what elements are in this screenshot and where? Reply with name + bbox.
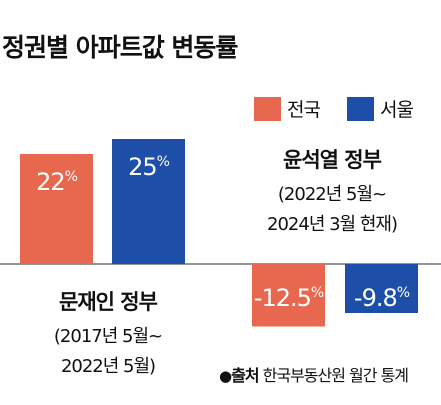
chart-title: 정권별 아파트값 변동률 [2,33,238,62]
data-label-national-yoon: -12.5% [254,284,324,312]
bar-seoul-moon [112,139,185,264]
source-label: 출처 [231,366,259,385]
data-label-seoul-moon: 25% [128,153,170,181]
group-period-moon-line2: 2022년 5월) [60,356,156,377]
source-bullet: ● [219,367,232,385]
legend-seoul: 서울 [347,95,414,122]
group-period-yoon-line1: (2022년 5월~ [277,184,387,205]
bar-national-yoon [252,264,325,327]
legend-swatch-seoul [347,96,374,121]
group-period-moon-line1: (2017년 5월~ [53,326,163,347]
group-name-yoon: 윤석열 정부 [283,148,382,172]
group-yoon: 윤석열 정부 (2022년 5월~ 2024년 3월 현재) [232,144,432,240]
source-text: 한국부동산원 월간 통계 [262,366,409,385]
bar-seoul-yoon [345,264,418,313]
legend-swatch-national [254,96,281,121]
bar-national-moon [20,154,93,264]
legend-label-national: 전국 [287,99,321,121]
group-name-moon: 문재인 정부 [59,290,158,314]
data-label-seoul-yoon: -9.8% [354,284,410,312]
legend-label-seoul: 서울 [380,99,414,121]
data-label-national-moon: 22% [36,168,78,196]
group-period-yoon-line2: 2024년 3월 현재) [267,214,398,235]
group-moon: 문재인 정부 (2017년 5월~ 2022년 5월) [8,286,208,382]
source-note: ●출처 한국부동산원 월간 통계 [219,362,409,386]
legend-national: 전국 [254,95,321,122]
